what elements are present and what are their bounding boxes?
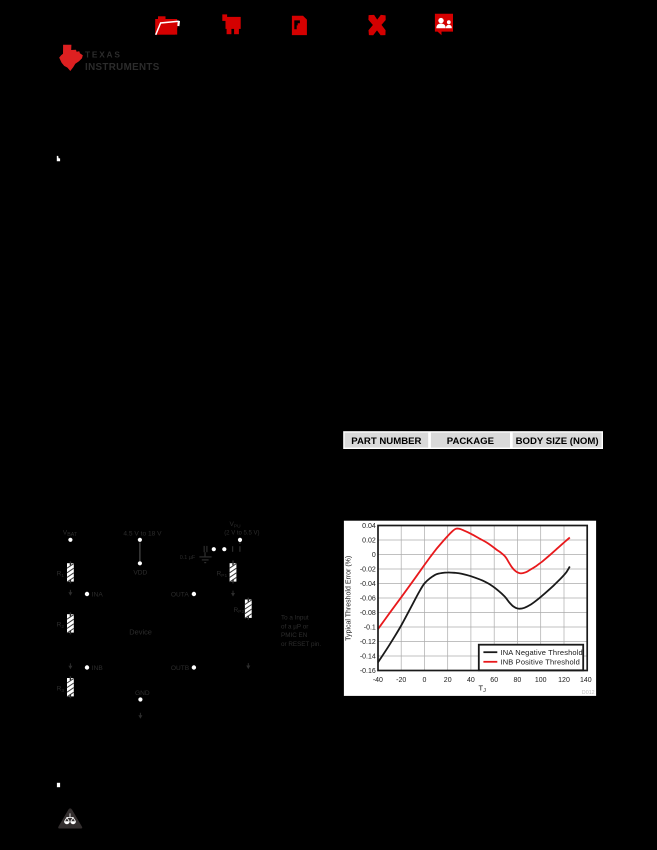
svg-text:BODY SIZE (NOM): BODY SIZE (NOM) <box>516 436 599 447</box>
svg-text:GND: GND <box>135 690 150 697</box>
svg-text:-0.12: -0.12 <box>360 639 376 646</box>
svg-text:INA Negative Threshold: INA Negative Threshold <box>501 648 583 657</box>
svg-text:Typical Threshold Error (%): Typical Threshold Error (%) <box>346 556 353 641</box>
svg-text:-0.16: -0.16 <box>360 668 376 675</box>
svg-text:-0.02: -0.02 <box>360 567 376 574</box>
svg-text:or RESET pin.: or RESET pin. <box>281 641 321 648</box>
svg-text:VBAT: VBAT <box>63 529 78 537</box>
svg-text:TEXAS: TEXAS <box>85 50 122 60</box>
svg-text:0.1 µF: 0.1 µF <box>180 555 196 561</box>
svg-text:0.04: 0.04 <box>362 523 376 530</box>
svg-text:-0.06: -0.06 <box>360 596 376 603</box>
svg-text:D012: D012 <box>582 690 595 696</box>
svg-text:PART NUMBER: PART NUMBER <box>351 436 421 447</box>
svg-text:PMIC EN: PMIC EN <box>281 632 308 639</box>
svg-text:20: 20 <box>444 677 452 684</box>
svg-text:-0.1: -0.1 <box>364 625 376 632</box>
svg-text:OUTA: OUTA <box>171 591 189 598</box>
svg-text:-20: -20 <box>396 677 406 684</box>
svg-text:-40: -40 <box>373 677 383 684</box>
svg-text:Device: Device <box>129 628 152 637</box>
svg-text:To a Input: To a Input <box>281 614 309 621</box>
svg-text:INB Positive Threshold: INB Positive Threshold <box>501 658 580 667</box>
svg-text:R1: R1 <box>57 571 65 579</box>
svg-text:PACKAGE: PACKAGE <box>447 436 495 447</box>
svg-text:INB: INB <box>92 665 104 672</box>
svg-text:OUTB: OUTB <box>171 665 190 672</box>
svg-text:120: 120 <box>558 677 570 684</box>
svg-text:TJ: TJ <box>479 684 487 695</box>
svg-text:RP2: RP2 <box>234 607 245 615</box>
svg-text:R2: R2 <box>57 622 65 630</box>
svg-text:INSTRUMENTS: INSTRUMENTS <box>85 62 160 73</box>
svg-text:0.02: 0.02 <box>362 538 376 545</box>
svg-text:60: 60 <box>490 677 498 684</box>
svg-text:of a µP or: of a µP or <box>281 623 308 630</box>
svg-text:(2 V to 5.5 V): (2 V to 5.5 V) <box>224 530 259 536</box>
svg-text:0: 0 <box>422 677 426 684</box>
svg-text:-0.14: -0.14 <box>360 654 376 661</box>
svg-text:VDD: VDD <box>133 569 147 576</box>
svg-text:80: 80 <box>514 677 522 684</box>
svg-text:-0.08: -0.08 <box>360 610 376 617</box>
svg-text:VPU: VPU <box>230 521 242 529</box>
svg-text:140: 140 <box>580 677 592 684</box>
svg-text:INA: INA <box>92 591 104 598</box>
svg-text:100: 100 <box>535 677 547 684</box>
svg-text:0: 0 <box>372 552 376 559</box>
svg-text:40: 40 <box>467 677 475 684</box>
svg-text:-0.04: -0.04 <box>360 581 376 588</box>
svg-text:RP1: RP1 <box>217 571 228 579</box>
svg-text:R3: R3 <box>57 686 65 694</box>
svg-text:4.5 V to 18 V: 4.5 V to 18 V <box>123 530 162 537</box>
